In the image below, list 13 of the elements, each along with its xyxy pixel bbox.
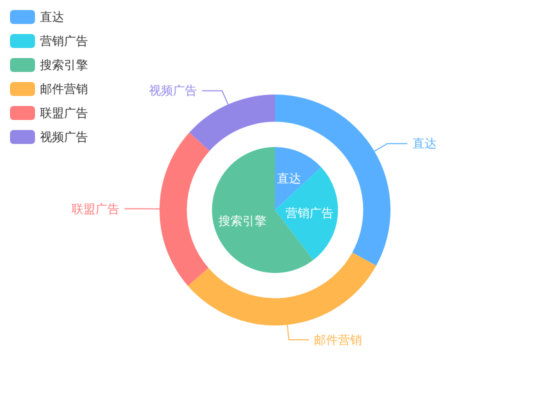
slice-label: 搜索引擎 bbox=[218, 214, 266, 228]
legend-label: 营销广告 bbox=[40, 34, 88, 48]
category-label: 视频广告 bbox=[149, 84, 198, 98]
legend-label: 联盟广告 bbox=[40, 106, 88, 120]
legend-label: 搜索引擎 bbox=[40, 58, 88, 72]
legend-label: 邮件营销 bbox=[314, 332, 362, 347]
legend-label: 直达 bbox=[412, 136, 436, 151]
slice-label: 营销广告 bbox=[285, 206, 334, 220]
category-label: 邮件营销 bbox=[40, 82, 88, 96]
slice-label: 直达 bbox=[276, 171, 301, 186]
legend-label: 视频广告 bbox=[40, 130, 88, 144]
category-label: 联盟广告 bbox=[72, 202, 120, 216]
category-label: 直达 bbox=[40, 10, 64, 24]
